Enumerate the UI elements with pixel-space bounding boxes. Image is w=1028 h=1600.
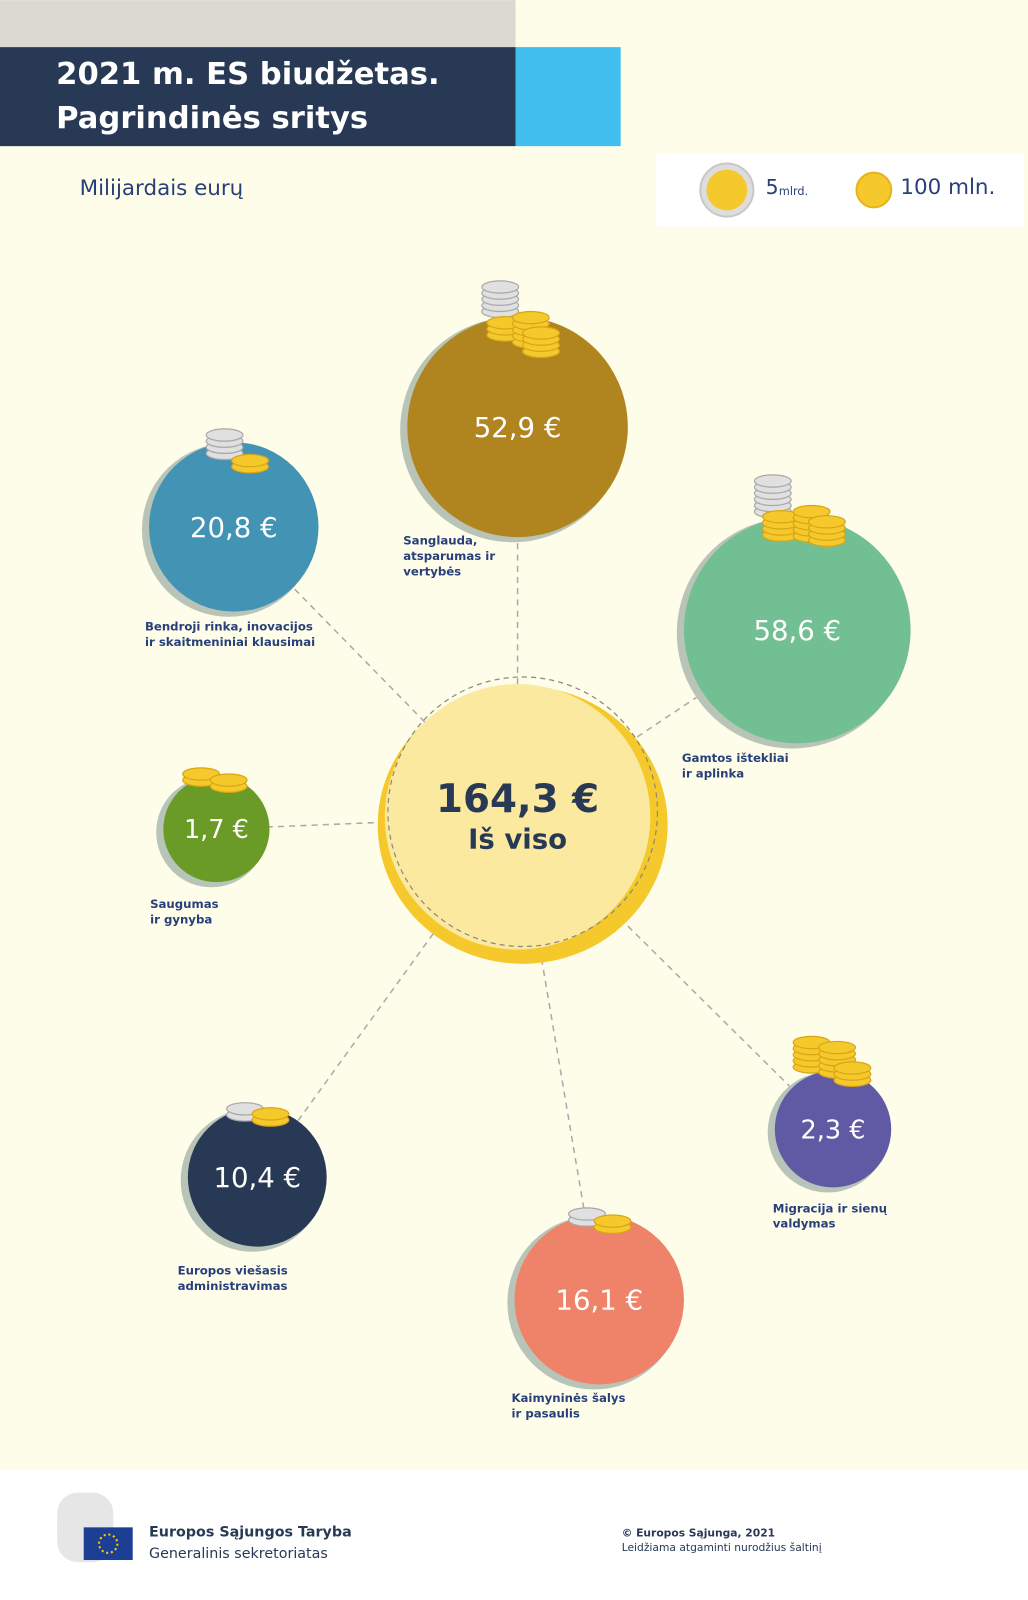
title: Pagrindinės sritys: [56, 101, 368, 136]
total-label: Iš viso: [468, 823, 567, 855]
title: 2021 m. ES biudžetas.: [56, 57, 439, 92]
legend-unit: mlrd.: [779, 185, 808, 198]
area-label: ir skaitmeniniai klausimai: [145, 635, 315, 649]
coin: [209, 773, 248, 787]
coin: [481, 280, 520, 294]
bubble-value: 1,7 €: [184, 815, 249, 845]
coin: [231, 453, 270, 468]
total-bubble: [384, 684, 651, 950]
area-label: ir aplinka: [682, 766, 744, 780]
top-band: [0, 0, 516, 48]
coin: [205, 428, 244, 442]
footer-copyright: Leidžiama atgaminti nurodžius šaltinį: [622, 1541, 822, 1554]
bubble: [187, 1107, 327, 1247]
coin: [792, 504, 831, 519]
area-label: Kaimyninės šalys: [511, 1391, 625, 1405]
logo: [57, 1492, 133, 1563]
area-label: valdymas: [773, 1217, 836, 1231]
bubble-value: 52,9 €: [474, 412, 562, 444]
total-value: 164,3 €: [436, 777, 599, 822]
header-band: [0, 47, 516, 147]
area-label: Saugumas: [150, 897, 219, 911]
coin: [568, 1207, 606, 1221]
area-label: administravimas: [178, 1279, 288, 1293]
bubble: [683, 516, 911, 744]
connector: [538, 947, 586, 1217]
subtitle: Milijardais eurų: [80, 176, 244, 201]
area-label: Migracija ir sienų: [773, 1201, 888, 1215]
footer-copyright: © Europos Sąjunga, 2021: [622, 1526, 775, 1539]
footer-org: Europos Sąjungos Taryba: [149, 1524, 352, 1540]
coin: [593, 1214, 632, 1228]
connector: [627, 692, 704, 744]
connector: [292, 586, 426, 723]
legend-small-coin: [855, 171, 893, 209]
connector: [269, 821, 386, 828]
coin: [833, 1061, 872, 1075]
coin: [182, 767, 221, 781]
coin: [807, 515, 846, 529]
legend-big-coin: [706, 169, 748, 211]
bubble: [407, 316, 628, 538]
area-label: vertybės: [403, 564, 461, 578]
bubble-value: 58,6 €: [753, 615, 841, 647]
area-label: atsparumas ir: [403, 549, 495, 563]
bubble: [514, 1214, 684, 1385]
footer: [0, 1470, 1028, 1600]
bubble: [149, 442, 319, 612]
coin: [753, 474, 792, 488]
footer-org: Generalinis sekretoriatas: [149, 1546, 328, 1562]
area-label: ir pasaulis: [511, 1407, 579, 1421]
area-label: Europos viešasis: [178, 1264, 288, 1278]
area-label: ir gynyba: [150, 912, 212, 926]
area-label: Sanglauda,: [403, 534, 477, 548]
coin: [818, 1040, 857, 1055]
coin: [522, 326, 561, 340]
total-outline: [387, 676, 659, 948]
bubble-value: 20,8 €: [190, 512, 278, 544]
bubble: [774, 1071, 892, 1188]
area-label: Gamtos ištekliai: [682, 751, 789, 765]
bubble: [163, 776, 270, 883]
coin: [511, 310, 550, 325]
bubble-value: 16,1 €: [555, 1285, 643, 1317]
bubble-value: 2,3 €: [801, 1115, 866, 1145]
legend-label: 100 mln.: [900, 175, 995, 200]
legend-number: 5: [766, 175, 779, 199]
header-accent: [515, 47, 621, 147]
bubble-value: 10,4 €: [213, 1162, 301, 1194]
connector: [611, 909, 793, 1089]
coin: [251, 1107, 290, 1121]
area-label: Bendroji rinka, inovacijos: [145, 619, 313, 633]
